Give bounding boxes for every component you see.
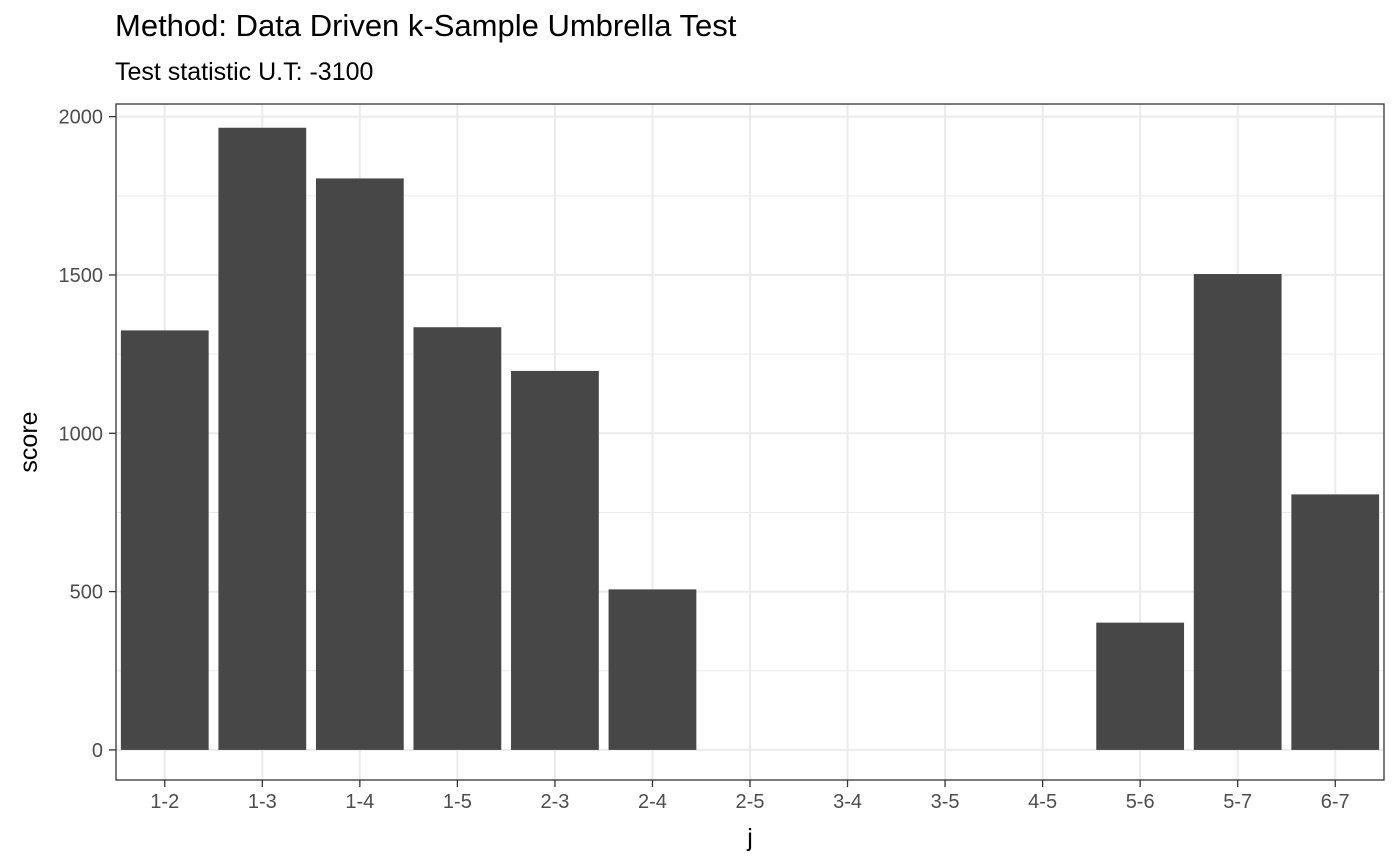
y-tick-label: 0 [92,740,103,762]
x-tick-label-3-4: 3-4 [833,791,862,813]
axes: 0 500 1000 1500 2000 1-2 1-3 1-4 1-5 2-3 2-4 2-5 3-4… [59,107,1350,813]
x-axis-label: j [746,824,753,852]
bar-5-7 [1193,274,1282,750]
x-tick-label-5-6: 5-6 [1126,791,1155,813]
bar-2-3 [511,370,599,750]
x-tick-label-5-7: 5-7 [1223,791,1252,813]
x-tick-label-6-7: 6-7 [1321,791,1350,813]
x-tick-label-3-5: 3-5 [931,791,960,813]
x-tick-label-1-3: 1-3 [248,791,277,813]
bar-1-2 [120,330,209,750]
chart-subtitle: Test statistic U.T: -3100 [115,58,374,86]
x-tick-label-1-2: 1-2 [150,791,179,813]
bar-1-3 [218,127,307,750]
y-tick-label: 500 [70,582,103,604]
bar-1-5 [413,327,502,750]
y-tick-label: 1500 [59,265,104,287]
bar-2-4 [608,589,697,750]
y-tick-label: 2000 [59,107,104,129]
x-tick-label-1-4: 1-4 [345,791,374,813]
x-tick-label-4-5: 4-5 [1028,791,1057,813]
y-axis-label: score [15,411,43,472]
chart-title: Method: Data Driven k-Sample Umbrella Te… [115,8,737,43]
x-tick-label-2-3: 2-3 [540,791,569,813]
bar-1-4 [315,178,404,750]
x-tick-label-2-4: 2-4 [638,791,667,813]
y-tick-label: 1000 [59,423,104,445]
bar-6-7 [1291,494,1380,750]
x-tick-label-1-5: 1-5 [443,791,472,813]
bars [120,127,1380,750]
bar-5-6 [1096,622,1185,750]
x-tick-label-2-5: 2-5 [736,791,765,813]
